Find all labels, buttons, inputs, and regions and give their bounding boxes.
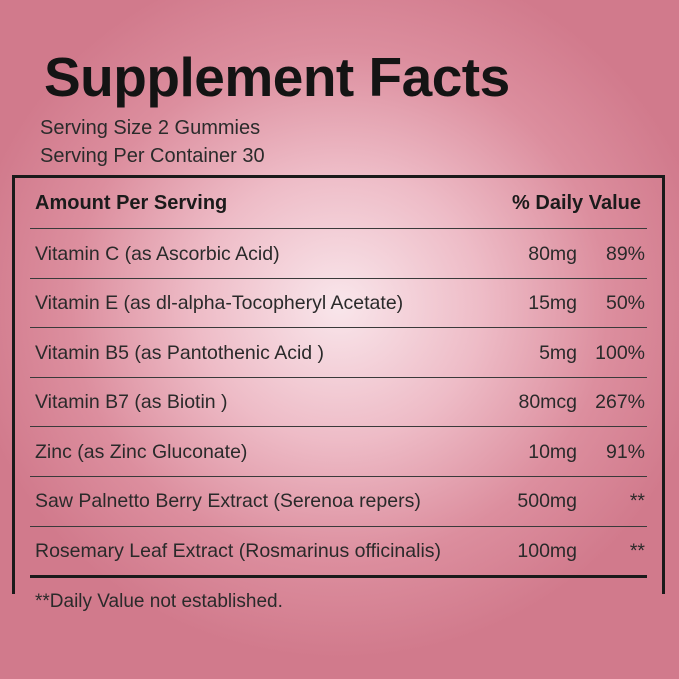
serving-size: Serving Size 2 Gummies (40, 117, 261, 139)
table-row: Vitamin B5 (as Pantothenic Acid ) 5mg 10… (30, 329, 647, 377)
nutrient-amount: 500mg (517, 490, 577, 512)
table-bottom-rule (30, 575, 647, 578)
row-divider (30, 228, 647, 229)
supplement-facts-title: Supplement Facts (44, 46, 510, 108)
row-divider (30, 476, 647, 477)
nutrient-daily-value: 50% (605, 292, 645, 314)
facts-table-frame (12, 175, 665, 594)
nutrient-name: Vitamin C (as Ascorbic Acid) (35, 243, 280, 265)
nutrient-daily-value: 267% (595, 391, 645, 413)
row-divider (30, 327, 647, 328)
nutrient-daily-value: 89% (605, 243, 645, 265)
nutrient-name: Vitamin E (as dl-alpha-Tocopheryl Acetat… (35, 292, 404, 314)
nutrient-daily-value: ** (629, 540, 645, 562)
nutrient-name: Zinc (as Zinc Gluconate) (35, 441, 248, 463)
daily-value-footnote: **Daily Value not established. (35, 591, 283, 612)
table-row: Vitamin E (as dl-alpha-Tocopheryl Acetat… (30, 279, 647, 327)
row-divider (30, 278, 647, 279)
nutrient-name: Vitamin B5 (as Pantothenic Acid ) (35, 342, 325, 364)
nutrient-daily-value: 100% (595, 342, 645, 364)
daily-value-header: % Daily Value (512, 192, 641, 214)
table-row: Zinc (as Zinc Gluconate) 10mg 91% (30, 428, 647, 476)
row-divider (30, 377, 647, 378)
nutrient-amount: 10mg (528, 441, 577, 463)
table-row: Rosemary Leaf Extract (Rosmarinus offici… (30, 527, 647, 575)
nutrient-amount: 100mg (517, 540, 577, 562)
nutrient-name: Rosemary Leaf Extract (Rosmarinus offici… (35, 540, 442, 562)
row-divider (30, 526, 647, 527)
table-header: Amount Per Serving % Daily Value (35, 193, 647, 213)
nutrient-daily-value: 91% (605, 441, 645, 463)
nutrient-amount: 80mg (528, 243, 577, 265)
nutrient-daily-value: ** (629, 490, 645, 512)
table-row: Vitamin B7 (as Biotin ) 80mcg 267% (30, 378, 647, 426)
nutrient-amount: 5mg (539, 342, 577, 364)
table-row: Vitamin C (as Ascorbic Acid) 80mg 89% (30, 230, 647, 278)
amount-per-serving-header: Amount Per Serving (35, 192, 228, 214)
servings-per-container: Serving Per Container 30 (40, 145, 265, 167)
nutrient-amount: 80mcg (518, 391, 577, 413)
row-divider (30, 426, 647, 427)
nutrient-amount: 15mg (528, 292, 577, 314)
table-row: Saw Palnetto Berry Extract (Serenoa repe… (30, 477, 647, 525)
nutrient-name: Saw Palnetto Berry Extract (Serenoa repe… (35, 490, 421, 512)
nutrient-name: Vitamin B7 (as Biotin ) (35, 391, 228, 413)
